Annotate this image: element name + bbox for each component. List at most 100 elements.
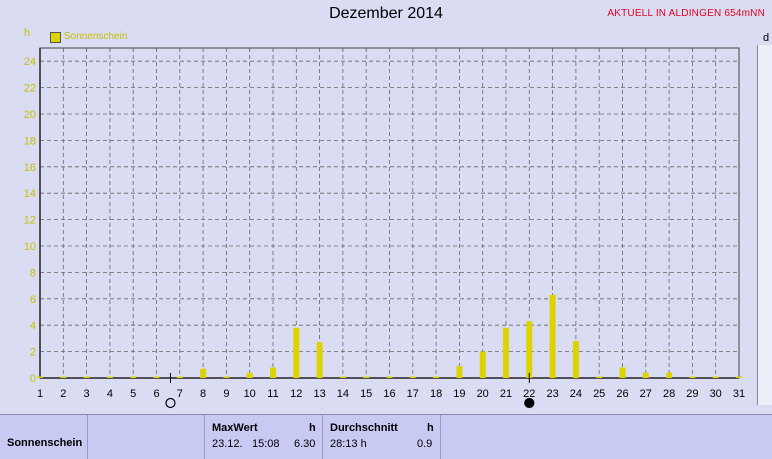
y-tick-label: 10 (24, 241, 36, 253)
legend-label: Sonnenschein (64, 31, 128, 42)
x-tick-label: 17 (407, 388, 419, 400)
summary-avg-cell: Durchschnitt h 28:13 h 0.9 (323, 415, 441, 459)
x-tick-label: 5 (130, 388, 136, 400)
x-tick-label: 27 (640, 388, 652, 400)
x-tick-label: 9 (223, 388, 229, 400)
x-tick-label: 26 (616, 388, 628, 400)
bar-day-31 (736, 376, 742, 378)
x-tick-label: 25 (593, 388, 605, 400)
bar-day-8 (200, 368, 207, 378)
full-moon-icon (165, 397, 176, 409)
y-tick-label: 12 (24, 215, 36, 227)
max-date: 23.12. (212, 438, 243, 450)
x-tick-label: 2 (60, 388, 66, 400)
new-moon-icon (524, 397, 535, 409)
avg-header: Durchschnitt (330, 422, 398, 434)
y-tick-label: 14 (24, 188, 36, 200)
bar-day-21 (503, 327, 509, 378)
summary-empty-cell (88, 415, 205, 459)
right-panel-strip (757, 45, 772, 405)
avg-unit: h (427, 422, 434, 434)
legend-swatch (50, 32, 61, 43)
summary-label-cell: Sonnenschein (0, 415, 88, 459)
bar-day-19 (456, 366, 463, 378)
bar-day-20 (479, 351, 486, 378)
summary-bar: Sonnenschein MaxWert h 23.12. 15:08 6.30… (0, 414, 772, 459)
x-tick-label: 24 (570, 388, 582, 400)
max-time: 15:08 (252, 438, 280, 450)
bar-day-26 (619, 367, 626, 378)
x-tick-label: 3 (84, 388, 90, 400)
bar-day-28 (666, 372, 673, 378)
bar-day-4 (106, 376, 113, 378)
bar-day-13 (316, 342, 323, 378)
x-tick-label: 4 (107, 388, 113, 400)
x-tick-label: 15 (360, 388, 372, 400)
y-tick-label: 4 (30, 320, 36, 332)
x-tick-label: 10 (244, 388, 256, 400)
bar-day-15 (363, 376, 370, 378)
y-tick-label: 16 (24, 162, 36, 174)
x-tick-label: 29 (686, 388, 698, 400)
bar-day-2 (60, 376, 67, 378)
max-value: 6.30 (294, 438, 316, 450)
x-tick-label: 8 (200, 388, 206, 400)
x-tick-label: 20 (477, 388, 489, 400)
avg-value: 0.9 (417, 438, 433, 450)
x-tick-label: 22 (523, 388, 535, 400)
bar-day-29 (689, 376, 696, 378)
bar-day-12 (293, 327, 300, 378)
bar-day-5 (130, 376, 137, 378)
bar-day-7 (176, 376, 183, 378)
bar-day-11 (270, 367, 276, 378)
chart-title: Dezember 2014 (329, 5, 443, 22)
y-tick-label: 18 (24, 135, 36, 147)
x-tick-label: 1 (37, 388, 43, 400)
y-tick-label: 22 (24, 83, 36, 95)
x-tick-label: 14 (337, 388, 349, 400)
bar-day-14 (339, 376, 346, 378)
x-tick-label: 28 (663, 388, 675, 400)
summary-row-label: Sonnenschein (7, 437, 83, 449)
summary-max-cell: MaxWert h 23.12. 15:08 6.30 (205, 415, 323, 459)
bar-day-10 (246, 372, 253, 378)
bar-day-3 (83, 376, 90, 378)
avg-total: 28:13 h (330, 438, 367, 450)
y-tick-label: 2 (30, 347, 36, 359)
x-tick-label: 30 (710, 388, 722, 400)
x-tick-label: 6 (153, 388, 159, 400)
station-label: AKTUELL IN ALDINGEN 654mNN (607, 8, 765, 19)
y-tick-label: 24 (24, 56, 36, 68)
x-tick-label: 21 (500, 388, 512, 400)
x-tick-label: 11 (267, 388, 278, 400)
y-tick-label: 8 (30, 267, 36, 279)
bar-day-16 (386, 376, 393, 378)
x-tick-label: 16 (383, 388, 395, 400)
bar-day-9 (223, 376, 230, 378)
max-unit: h (309, 422, 316, 434)
bar-day-25 (596, 376, 603, 378)
y-tick-label: 6 (30, 294, 36, 306)
max-header: MaxWert (212, 422, 258, 434)
bar-day-1 (37, 376, 43, 378)
bar-day-17 (409, 376, 416, 378)
bar-day-22 (526, 321, 533, 378)
x-tick-label: 31 (733, 388, 745, 400)
y-tick-label: 20 (24, 109, 36, 121)
y-axis-unit-label: h (24, 27, 31, 39)
x-tick-label: 13 (313, 388, 325, 400)
x-tick-label: 12 (290, 388, 302, 400)
x-tick-label: 23 (546, 388, 558, 400)
right-panel-label: d (763, 32, 770, 44)
bar-day-30 (712, 376, 719, 378)
bar-day-24 (572, 341, 579, 378)
x-tick-label: 19 (453, 388, 465, 400)
x-tick-label: 18 (430, 388, 442, 400)
x-tick-label: 7 (177, 388, 183, 400)
bar-day-27 (642, 372, 649, 378)
y-tick-label: 0 (30, 373, 36, 385)
bar-day-6 (153, 376, 160, 378)
bar-day-23 (549, 294, 556, 378)
bar-day-18 (433, 376, 440, 378)
